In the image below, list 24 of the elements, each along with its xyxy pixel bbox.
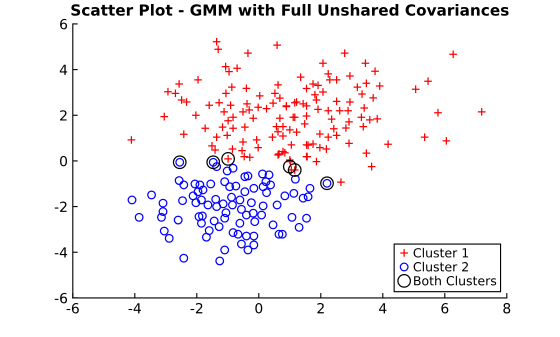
x-tick-label: 2 (317, 303, 324, 314)
point (172, 155, 187, 170)
point (288, 163, 302, 177)
y-tick-label: -4 (54, 247, 68, 258)
legend-label: Cluster 2 (414, 262, 468, 272)
y-tick-label: 0 (60, 156, 68, 166)
x-tick-label: 0 (255, 303, 262, 314)
y-tick-label: 2 (60, 110, 67, 121)
x-tick-label: 4 (379, 303, 386, 314)
legend-label: Cluster 1 (414, 248, 468, 258)
legend-label: Both Clusters (414, 276, 496, 286)
x-tick-label: -4 (128, 303, 141, 314)
x-tick-label: -2 (190, 303, 202, 314)
chart-title: Scatter Plot - GMM with Full Unshared Covariances (71, 4, 509, 16)
point (221, 152, 235, 166)
point (206, 155, 220, 170)
y-tick-label: 4 (60, 64, 68, 75)
y-tick-label: 6 (60, 18, 68, 30)
point (282, 160, 297, 174)
y-tick-label: -2 (54, 202, 67, 212)
x-tick-label: 6 (441, 303, 448, 314)
x-tick-label: 8 (503, 303, 510, 314)
y-tick-label: -6 (54, 292, 68, 304)
point (320, 176, 334, 190)
